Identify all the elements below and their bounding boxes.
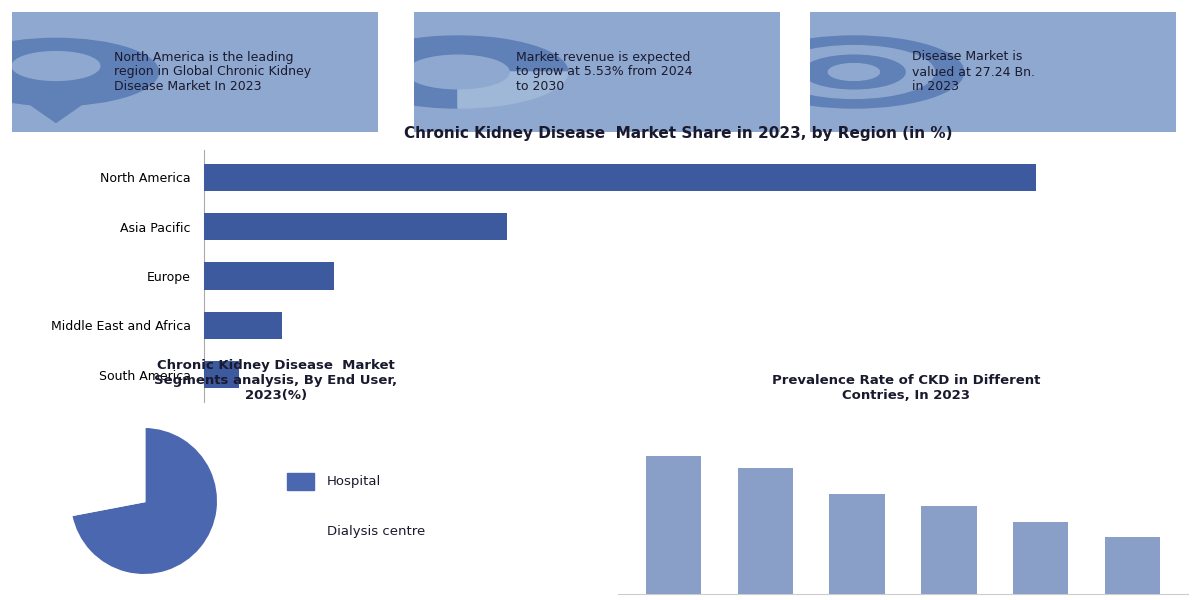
Circle shape [774, 46, 935, 98]
Circle shape [407, 55, 509, 89]
Wedge shape [71, 427, 218, 575]
Text: Disease Market is
valued at 27.24 Bn.
in 2023: Disease Market is valued at 27.24 Bn. in… [912, 50, 1036, 94]
Bar [646, 455, 701, 594]
Text: Hospital: Hospital [326, 475, 382, 488]
Bar [829, 494, 884, 594]
Polygon shape [26, 102, 85, 122]
Text: Dialysis centre: Dialysis centre [326, 525, 425, 538]
Text: North America is the leading
region in Global Chronic Kidney
Disease Market In 2: North America is the leading region in G… [114, 50, 312, 94]
Circle shape [803, 55, 905, 89]
Bar [204, 361, 239, 388]
Circle shape [12, 52, 100, 80]
Wedge shape [348, 36, 568, 108]
Bar [1105, 537, 1160, 594]
Bar [204, 312, 282, 339]
Circle shape [744, 36, 964, 108]
Wedge shape [70, 427, 144, 515]
Bar [287, 523, 313, 540]
Bar [287, 473, 313, 490]
Text: Chronic Kidney Disease  Market
Segments analysis, By End User,
2023(%): Chronic Kidney Disease Market Segments a… [155, 359, 397, 402]
Bar [204, 164, 1036, 191]
Bar [204, 262, 334, 290]
Text: Prevalence Rate of CKD in Different
Contries, In 2023: Prevalence Rate of CKD in Different Cont… [772, 374, 1040, 402]
Text: Chronic Kidney Disease  Market Share in 2023, by Region (in %): Chronic Kidney Disease Market Share in 2… [403, 126, 953, 141]
FancyBboxPatch shape [799, 8, 1187, 136]
Bar [738, 468, 793, 594]
FancyBboxPatch shape [1, 8, 389, 136]
FancyBboxPatch shape [403, 8, 791, 136]
Bar [204, 213, 508, 240]
Wedge shape [458, 72, 568, 108]
Bar [922, 506, 977, 594]
Circle shape [0, 38, 158, 106]
Text: Market revenue is expected
to grow at 5.53% from 2024
to 2030: Market revenue is expected to grow at 5.… [516, 50, 692, 94]
Circle shape [828, 64, 880, 80]
Bar [1013, 523, 1068, 594]
